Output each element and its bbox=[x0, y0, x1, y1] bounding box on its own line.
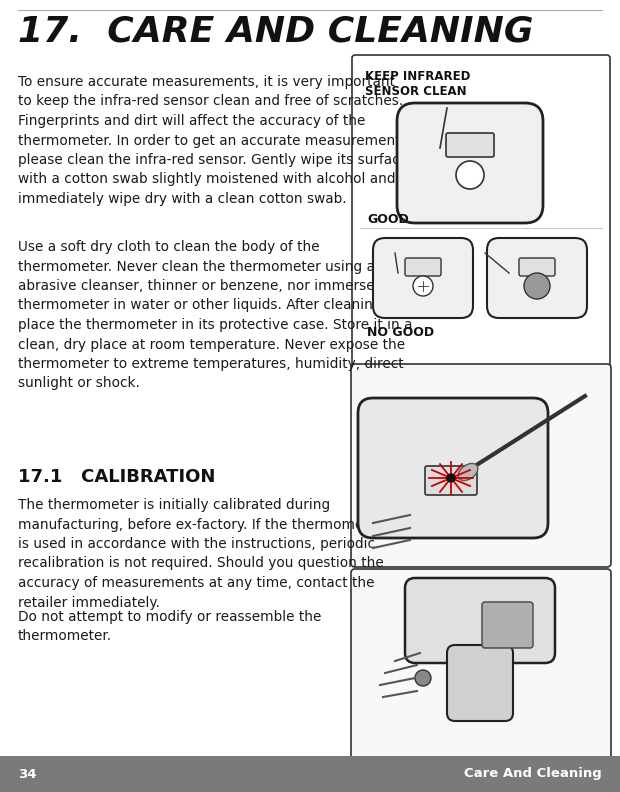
Circle shape bbox=[524, 273, 550, 299]
FancyBboxPatch shape bbox=[519, 258, 555, 276]
Text: NO GOOD: NO GOOD bbox=[367, 326, 434, 339]
FancyBboxPatch shape bbox=[373, 238, 473, 318]
Bar bbox=[0, 756, 620, 792]
FancyBboxPatch shape bbox=[352, 55, 610, 366]
Text: The thermometer is initially calibrated during
manufacturing, before ex-factory.: The thermometer is initially calibrated … bbox=[18, 498, 384, 610]
FancyBboxPatch shape bbox=[446, 133, 494, 157]
FancyBboxPatch shape bbox=[405, 578, 555, 663]
FancyBboxPatch shape bbox=[397, 103, 543, 223]
FancyBboxPatch shape bbox=[351, 364, 611, 567]
Text: KEEP INFRARED
SENSOR CLEAN: KEEP INFRARED SENSOR CLEAN bbox=[365, 70, 471, 98]
FancyBboxPatch shape bbox=[447, 645, 513, 721]
Circle shape bbox=[456, 161, 484, 189]
FancyBboxPatch shape bbox=[405, 258, 441, 276]
Text: Care And Cleaning: Care And Cleaning bbox=[464, 767, 602, 780]
FancyBboxPatch shape bbox=[487, 238, 587, 318]
Text: Do not attempt to modify or reassemble the
thermometer.: Do not attempt to modify or reassemble t… bbox=[18, 610, 321, 643]
Circle shape bbox=[447, 474, 455, 482]
Circle shape bbox=[415, 670, 431, 686]
Text: Use a soft dry cloth to clean the body of the
thermometer. Never clean the therm: Use a soft dry cloth to clean the body o… bbox=[18, 240, 412, 390]
Text: 17.  CARE AND CLEANING: 17. CARE AND CLEANING bbox=[18, 15, 533, 49]
Ellipse shape bbox=[458, 463, 478, 481]
Text: To ensure accurate measurements, it is very important
to keep the infra-red sens: To ensure accurate measurements, it is v… bbox=[18, 75, 408, 206]
Text: GOOD: GOOD bbox=[367, 213, 409, 226]
FancyBboxPatch shape bbox=[358, 398, 548, 538]
FancyBboxPatch shape bbox=[351, 569, 611, 762]
FancyBboxPatch shape bbox=[425, 466, 477, 495]
Text: 34: 34 bbox=[18, 767, 37, 780]
Text: 17.1   CALIBRATION: 17.1 CALIBRATION bbox=[18, 468, 215, 486]
Circle shape bbox=[413, 276, 433, 296]
FancyBboxPatch shape bbox=[482, 602, 533, 648]
